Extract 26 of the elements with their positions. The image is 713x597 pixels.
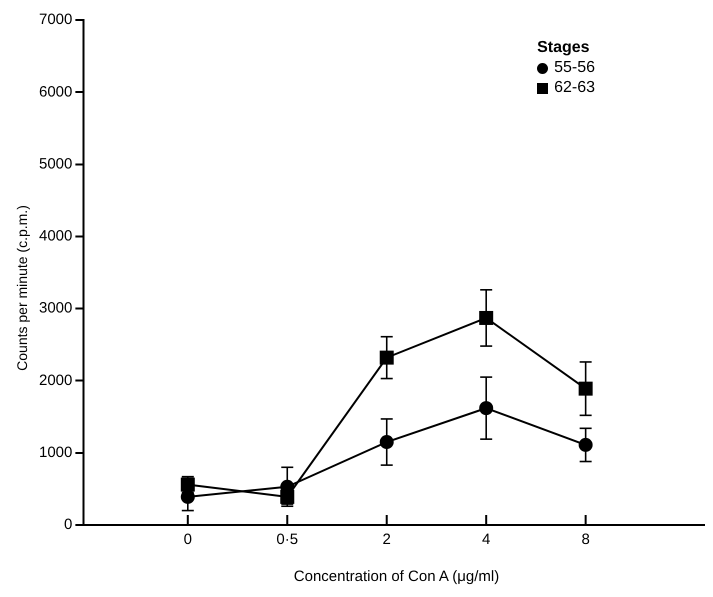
point bbox=[578, 382, 593, 396]
x-tick-label: 4 bbox=[482, 531, 490, 548]
point bbox=[578, 438, 593, 452]
point bbox=[380, 350, 394, 365]
y-axis-title: Counts per minute (c.p.m.) bbox=[14, 205, 30, 371]
y-tick-label: 4000 bbox=[38, 228, 72, 245]
x-axis-title: Concentration of Con A (μg/ml) bbox=[292, 568, 500, 585]
legend-title: Stages bbox=[537, 38, 591, 58]
y-tick-label: 0 bbox=[64, 516, 72, 534]
y-tick-label: 7000 bbox=[38, 11, 72, 28]
y-tick-label: 2000 bbox=[38, 372, 72, 389]
point bbox=[380, 435, 394, 450]
x-tick-label: 0·5 bbox=[276, 531, 298, 548]
point bbox=[180, 490, 195, 504]
y-tick-label: 5000 bbox=[38, 155, 72, 172]
x-tick-label: 2 bbox=[382, 531, 391, 548]
point bbox=[280, 490, 294, 504]
legend-label: 62-63 bbox=[554, 78, 595, 98]
y-tick-label: 3000 bbox=[38, 300, 72, 317]
point bbox=[479, 310, 494, 325]
x-tick-label: 8 bbox=[581, 531, 590, 548]
x-tick-label: 0 bbox=[184, 531, 192, 548]
y-tick-label: 1000 bbox=[38, 444, 72, 461]
point bbox=[479, 401, 494, 416]
legend-label: 55-56 bbox=[554, 58, 595, 78]
y-tick-label: 6000 bbox=[38, 83, 72, 100]
